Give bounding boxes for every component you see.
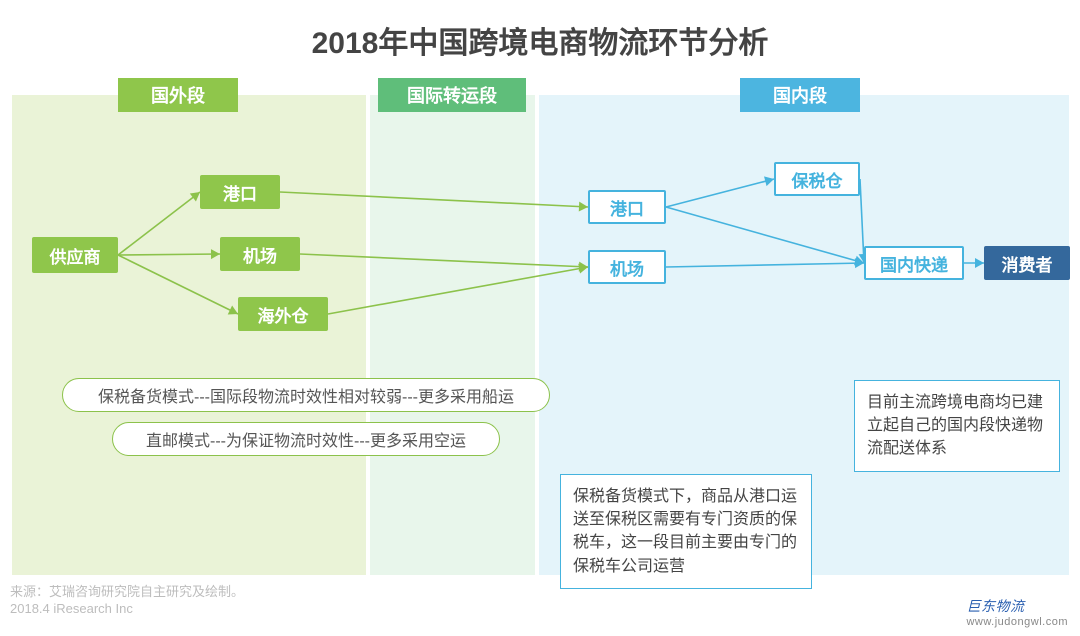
node-airport-domestic: 机场 [588,250,666,284]
node-port-domestic: 港口 [588,190,666,224]
watermark-sub: www.judongwl.com [966,616,1068,628]
tab-domestic: 国内段 [740,78,860,112]
note-pill-direct: 直邮模式---为保证物流时效性---更多采用空运 [112,422,500,456]
node-airport-overseas: 机场 [220,237,300,271]
node-port-overseas: 港口 [200,175,280,209]
page-title: 2018年中国跨境电商物流环节分析 [0,18,1080,62]
node-consumer: 消费者 [984,246,1070,280]
source-citation: 来源：艾瑞咨询研究院自主研究及绘制。 2018.4 iResearch Inc [10,583,244,618]
note-box-domestic-system: 目前主流跨境电商均已建立起自己的国内段快递物流配送体系 [854,380,1060,472]
source-line2: 2018.4 iResearch Inc [10,601,133,616]
node-overseas-warehouse: 海外仓 [238,297,328,331]
watermark-main: 巨东物流 [966,598,1024,614]
node-supplier: 供应商 [32,237,118,273]
region-transit [370,95,535,575]
source-line1: 来源：艾瑞咨询研究院自主研究及绘制。 [10,584,244,599]
region-overseas [12,95,366,575]
tab-overseas: 国外段 [118,78,238,112]
watermark: 巨东物流 www.judongwl.com [966,596,1068,628]
tab-transit: 国际转运段 [378,78,526,112]
note-pill-bonded: 保税备货模式---国际段物流时效性相对较弱---更多采用船运 [62,378,550,412]
node-domestic-express: 国内快递 [864,246,964,280]
node-bonded-warehouse: 保税仓 [774,162,860,196]
note-box-bonded-truck: 保税备货模式下，商品从港口运送至保税区需要有专门资质的保税车，这一段目前主要由专… [560,474,812,589]
